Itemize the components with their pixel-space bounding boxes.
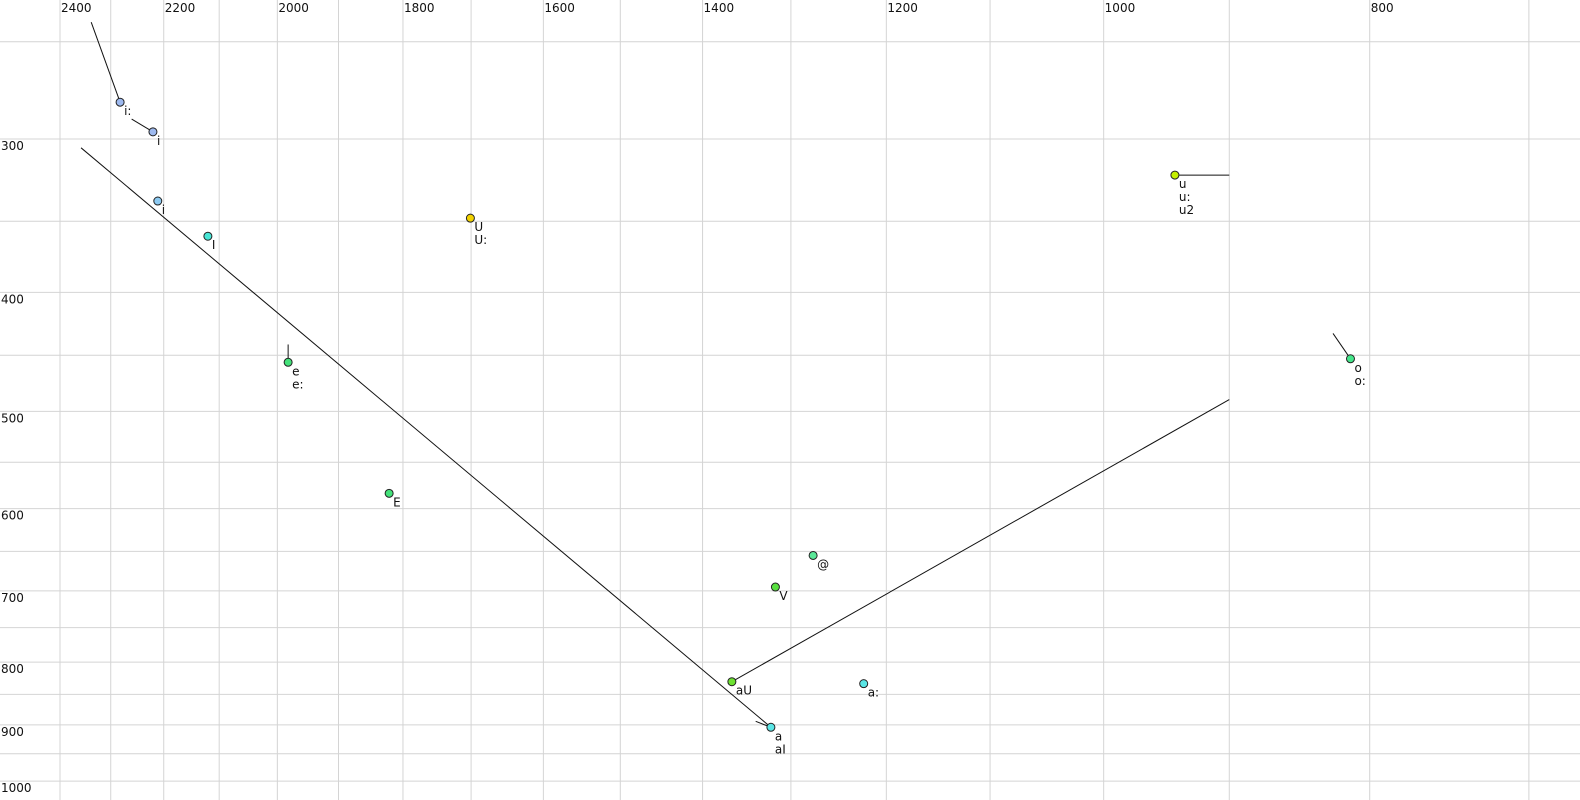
vowel-point xyxy=(153,196,163,206)
vowel-label: i xyxy=(157,134,160,148)
vowel-label: I xyxy=(212,238,216,252)
vowel-label: e xyxy=(292,364,299,378)
x-tick-label: 1000 xyxy=(1105,1,1136,15)
x-tick-label: 2200 xyxy=(165,1,196,15)
trajectories xyxy=(80,22,1351,728)
vowel-label: U: xyxy=(474,233,487,247)
vowel-label: i: xyxy=(124,104,131,118)
x-tick-label: 1200 xyxy=(887,1,918,15)
vowel-point xyxy=(727,677,737,687)
vowel-label: V xyxy=(779,589,788,603)
vowel-point xyxy=(203,231,213,241)
trajectory-line xyxy=(80,147,772,728)
vowel-label: @ xyxy=(817,557,829,571)
vowel-point xyxy=(770,582,780,592)
vowel-label: aI xyxy=(775,742,786,756)
data-points: i: i i I UU: ee: E @ VaU aaI a: uu:u2 oo: xyxy=(115,97,1366,756)
y-tick-label: 900 xyxy=(1,725,24,739)
y-tick-label: 500 xyxy=(1,411,24,425)
vowel-point xyxy=(766,722,776,732)
vowel-point xyxy=(283,357,293,367)
x-tick-label: 1800 xyxy=(404,1,435,15)
vowel-point xyxy=(148,127,158,137)
vowel-label: a xyxy=(775,729,782,743)
vowel-label: u: xyxy=(1179,190,1191,204)
trajectory-line xyxy=(731,399,1230,683)
trajectory-line xyxy=(1332,333,1351,360)
trajectory-line xyxy=(90,22,121,103)
vowel-label: u2 xyxy=(1179,203,1194,217)
vowel-label: u xyxy=(1179,177,1187,191)
y-tick-label: 700 xyxy=(1,591,24,605)
vowel-point xyxy=(859,679,869,689)
tick-labels: 2400 2200 2000 1800 1600 1400 1200 1000 800 300 40… xyxy=(1,1,1394,795)
y-tick-label: 800 xyxy=(1,662,24,676)
vowel-point xyxy=(465,213,475,223)
x-tick-label: 1600 xyxy=(544,1,575,15)
vowel-label: o: xyxy=(1354,374,1365,388)
vowel-point xyxy=(384,488,394,498)
vowel-label: o xyxy=(1354,361,1361,375)
vowel-point xyxy=(115,97,125,107)
y-tick-label: 400 xyxy=(1,292,24,306)
vowel-point xyxy=(1345,354,1355,364)
y-tick-label: 600 xyxy=(1,509,24,523)
vowel-label: U xyxy=(474,220,483,234)
vowel-label: e: xyxy=(292,377,303,391)
vowel-label: aU xyxy=(736,684,752,698)
vowel-point xyxy=(808,550,818,560)
vowel-label: E xyxy=(393,495,401,509)
vowel-point xyxy=(1170,170,1180,180)
y-tick-label: 300 xyxy=(1,139,24,153)
x-tick-label: 2400 xyxy=(61,1,92,15)
y-tick-label: 1000 xyxy=(1,781,32,795)
vowel-label: a: xyxy=(868,686,879,700)
vowel-label: i xyxy=(162,203,165,217)
x-tick-label: 800 xyxy=(1371,1,1394,15)
x-tick-label: 1400 xyxy=(704,1,735,15)
x-tick-label: 2000 xyxy=(278,1,309,15)
